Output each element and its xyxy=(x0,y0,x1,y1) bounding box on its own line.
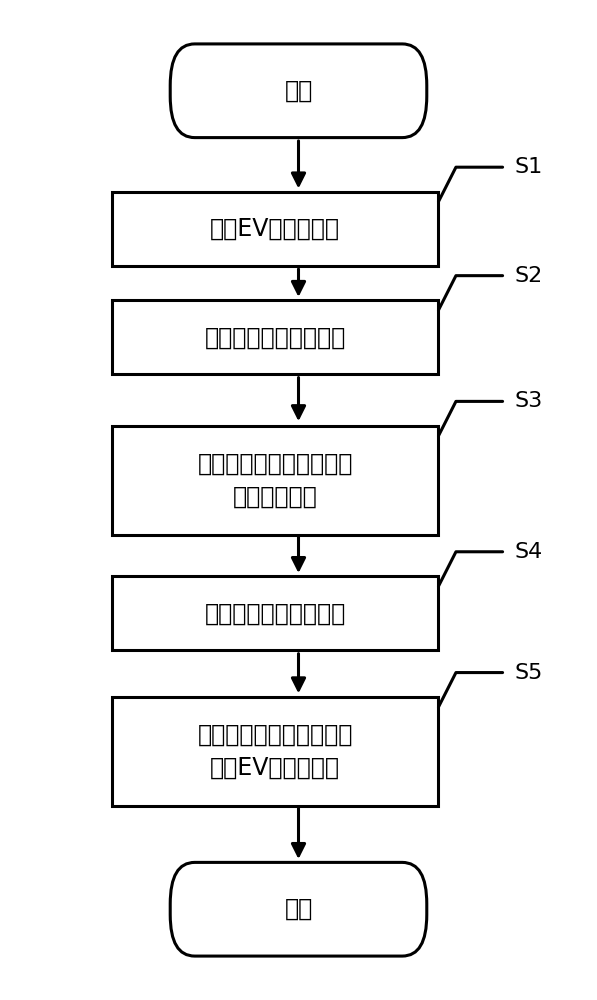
Bar xyxy=(112,192,438,266)
Text: 建立第二阶段优化模型: 建立第二阶段优化模型 xyxy=(205,601,346,625)
Text: 结束: 结束 xyxy=(284,897,313,921)
Text: 求解第二阶段优化模型，
实现EV车辆的调度: 求解第二阶段优化模型， 实现EV车辆的调度 xyxy=(198,723,353,780)
Text: S2: S2 xyxy=(514,266,543,286)
Text: S1: S1 xyxy=(514,157,543,177)
Text: 得到优化的支付成本和平
均放电率指标: 得到优化的支付成本和平 均放电率指标 xyxy=(198,452,353,509)
Bar xyxy=(112,300,438,374)
Text: S5: S5 xyxy=(514,663,543,683)
Text: 建立第一阶段优化模型: 建立第一阶段优化模型 xyxy=(205,325,346,349)
Text: 进行EV信息的处理: 进行EV信息的处理 xyxy=(210,217,340,241)
Bar xyxy=(112,426,438,535)
Text: S3: S3 xyxy=(514,391,543,411)
FancyBboxPatch shape xyxy=(170,44,427,138)
Text: S4: S4 xyxy=(514,542,543,562)
FancyBboxPatch shape xyxy=(170,862,427,956)
Bar xyxy=(112,697,438,806)
Text: 开始: 开始 xyxy=(284,79,313,103)
Bar xyxy=(112,576,438,650)
